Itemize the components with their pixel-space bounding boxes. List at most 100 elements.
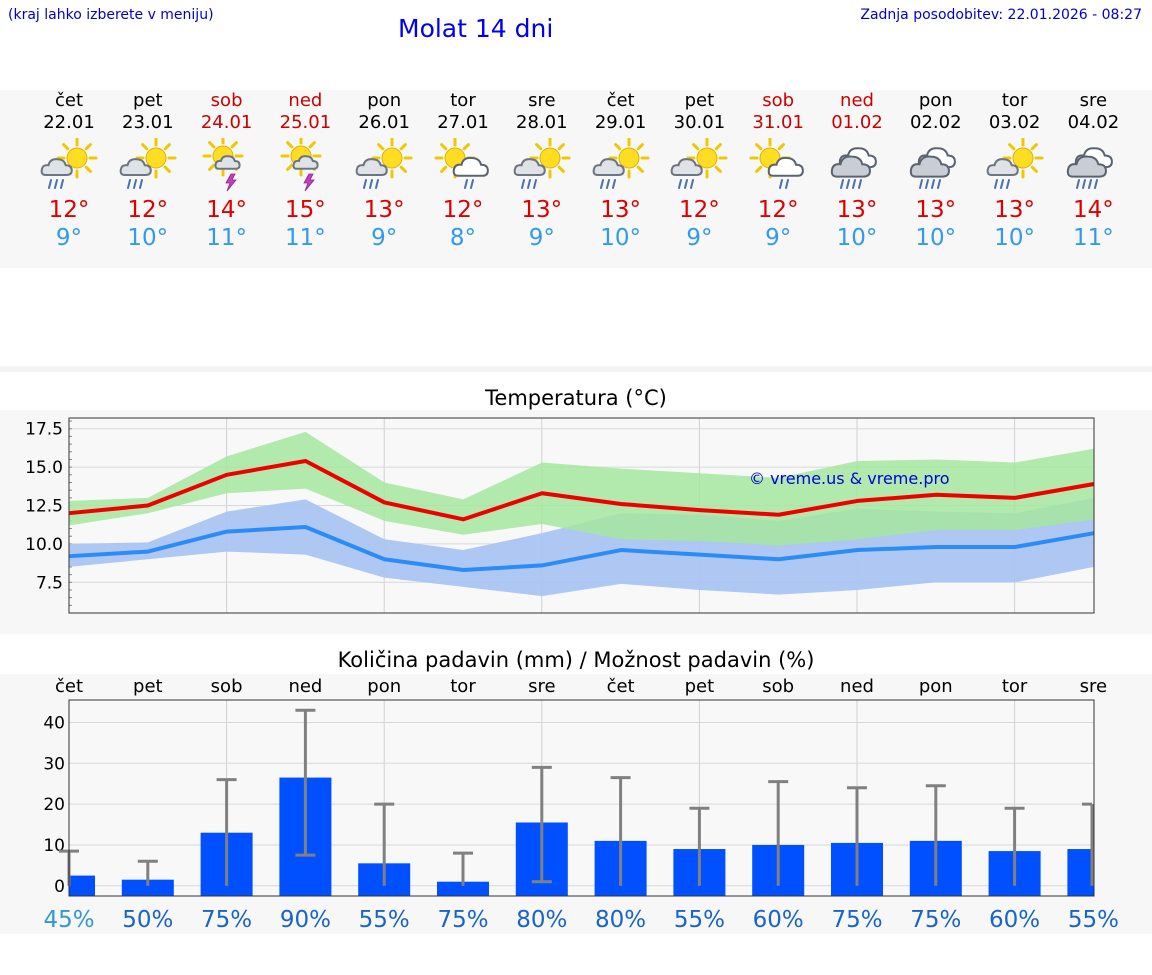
partly-sunny-rain-icon: [671, 138, 728, 189]
precipitation-probability: 50%: [122, 907, 173, 933]
max-temperature: 14°: [1073, 197, 1114, 223]
y-tick-label: 12.5: [25, 497, 63, 517]
min-temperature: 10°: [836, 225, 878, 251]
day-forecast: tor 27.01 12° 8°: [423, 90, 503, 252]
precipitation-error-bar: [768, 780, 789, 886]
location-menu-hint[interactable]: (kraj lahko izberete v meniju): [8, 7, 214, 23]
max-temperature-point: [462, 518, 464, 520]
precipitation-probability: 90%: [280, 907, 331, 933]
category-label: ned: [288, 676, 322, 697]
precipitation-chart: 40 30 20 10 0 čet pet sob ned pon tor sre čet pet sob n…: [43, 676, 1119, 933]
category-label: čet: [607, 676, 635, 697]
temperature-chart-title: Temperatura (°C): [485, 386, 667, 410]
cloud-rain-icon: [1067, 147, 1114, 189]
min-temperature: 11°: [206, 225, 247, 251]
day-name: čet: [606, 90, 635, 111]
day-forecast: sob 31.01 12° 9°: [738, 90, 818, 252]
day-date: 03.02: [988, 112, 1041, 133]
min-temperature-point: [305, 526, 307, 528]
max-temperature-point: [147, 505, 149, 507]
category-label: pet: [685, 676, 715, 697]
max-temperature: 13°: [836, 197, 878, 223]
max-temperature-line: [68, 458, 1095, 522]
max-temperature-band: [69, 431, 1094, 546]
min-temperature: 9°: [55, 225, 83, 251]
day-date: 31.01: [752, 112, 804, 133]
page-title: Molat 14 dni: [398, 14, 554, 43]
precipitation-probability: 60%: [989, 907, 1040, 933]
day-name: tor: [1001, 90, 1028, 111]
plot-frame: [68, 417, 1095, 614]
day-name: sre: [528, 90, 556, 111]
day-name: pon: [367, 90, 402, 111]
min-temperature: 9°: [686, 225, 713, 251]
precipitation-error-bar: [295, 708, 316, 857]
day-date: 23.01: [122, 112, 174, 133]
min-temperature: 10°: [915, 225, 957, 251]
category-label: sre: [528, 676, 555, 697]
day-forecast: ned 25.01 15° 11°: [265, 90, 345, 252]
category-label: pon: [367, 676, 401, 697]
precipitation-bar: [437, 881, 489, 896]
day-date: 02.02: [910, 112, 962, 133]
day-date: 29.01: [594, 112, 647, 133]
max-temperature-point: [305, 460, 307, 462]
y-tick-label: 17.5: [25, 420, 63, 440]
max-temperature-point: [935, 494, 937, 496]
watermark: © vreme.us & vreme.pro: [749, 469, 950, 488]
y-tick-label: 40: [43, 713, 65, 733]
separator: [0, 366, 1152, 372]
y-tick-label: 7.5: [36, 573, 63, 593]
day-name: tor: [450, 90, 476, 111]
precipitation-error-bar: [216, 778, 237, 886]
sun-thunderstorm-icon: [280, 138, 322, 192]
precipitation-probability: 55%: [674, 907, 725, 933]
daily-forecast-panel: čet 22.01 12° 9° pet 23.01 12° 10° sob 24.01 14° 11…: [0, 90, 1152, 268]
max-temperature: 12°: [442, 197, 484, 223]
day-date: 24.01: [200, 112, 253, 133]
day-forecast: čet 22.01 12° 9°: [29, 90, 109, 252]
precipitation-probability: 45%: [43, 907, 94, 933]
max-temperature-point: [1014, 497, 1016, 499]
precipitation-bar: [69, 875, 95, 896]
category-label: tor: [1002, 676, 1028, 697]
day-name: ned: [840, 90, 874, 111]
category-label: pon: [919, 676, 953, 697]
min-temperature-point: [541, 564, 543, 566]
category-label: pet: [133, 676, 163, 697]
precipitation-probability: 80%: [516, 907, 567, 933]
sun-thunderstorm-icon: [202, 138, 244, 192]
min-temperature-point: [462, 569, 464, 571]
max-temperature: 12°: [757, 197, 799, 223]
min-temperature: 9°: [528, 225, 555, 251]
min-temperature: 10°: [994, 225, 1035, 251]
max-temperature-point: [699, 509, 701, 511]
y-tick-label: 10.0: [25, 535, 63, 555]
day-forecast: sre 04.02 14° 11°: [1053, 90, 1133, 252]
precipitation-error-bar: [610, 776, 631, 886]
day-name: ned: [288, 90, 323, 111]
min-temperature-point: [699, 554, 701, 556]
min-temperature: 8°: [449, 225, 477, 251]
y-tick-label: 30: [43, 754, 65, 774]
precipitation-probability: 75%: [910, 907, 961, 933]
plot-frame: [68, 699, 1095, 897]
precipitation-error-bar: [1004, 806, 1025, 886]
precipitation-bar: [121, 879, 174, 896]
min-temperature-line: [68, 525, 1095, 573]
day-forecast: čet 29.01 13° 10°: [581, 90, 661, 252]
precipitation-probability: 60%: [753, 907, 804, 933]
day-forecast: pet 23.01 12° 10°: [108, 90, 188, 252]
precipitation-error-bar: [374, 802, 395, 886]
y-tick-label: 20: [43, 795, 65, 815]
day-forecast: sob 24.01 14° 11°: [187, 90, 267, 252]
max-temperature: 13°: [363, 197, 405, 223]
min-temperature-point: [935, 546, 937, 548]
day-date: 28.01: [516, 112, 568, 133]
max-temperature: 13°: [600, 197, 641, 223]
day-date: 26.01: [358, 112, 410, 133]
precipitation-probability: 55%: [359, 907, 410, 933]
day-date: 01.02: [831, 112, 883, 133]
category-label: ned: [840, 676, 874, 697]
precipitation-chart-panel: 40 30 20 10 0 čet pet sob ned pon tor sre čet pet sob n…: [0, 674, 1152, 934]
